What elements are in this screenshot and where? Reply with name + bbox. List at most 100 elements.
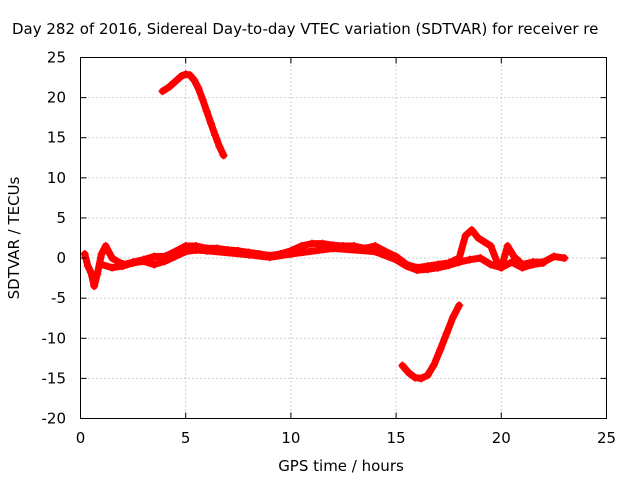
data-point <box>465 255 474 264</box>
y-tick-label: 0 <box>56 249 66 267</box>
data-point <box>181 70 190 79</box>
data-point <box>244 250 253 259</box>
data-point <box>455 258 464 267</box>
data-point <box>444 261 453 270</box>
data-point <box>80 250 89 259</box>
data-point <box>171 77 180 86</box>
data-point <box>177 71 186 80</box>
data-point <box>297 242 306 251</box>
data-point <box>87 268 96 277</box>
y-tick-label: -20 <box>42 410 67 428</box>
y-tick-label: -15 <box>42 369 67 387</box>
data-point <box>150 252 159 261</box>
data-point <box>158 87 167 96</box>
data-point <box>198 95 207 104</box>
series-line-lower-arc <box>398 301 463 382</box>
data-point <box>417 374 426 383</box>
data-point <box>108 254 117 263</box>
y-tick-label: 5 <box>56 209 66 227</box>
data-layer <box>80 70 569 383</box>
data-point <box>211 131 220 140</box>
data-point <box>480 238 489 247</box>
data-point <box>206 119 215 128</box>
data-point <box>448 313 457 322</box>
data-point <box>219 151 228 160</box>
data-point <box>423 265 432 274</box>
data-point <box>164 83 173 92</box>
data-point <box>101 242 110 251</box>
data-point <box>497 263 506 272</box>
data-point <box>83 262 92 271</box>
data-point <box>398 361 407 370</box>
data-point <box>442 329 451 338</box>
data-point <box>150 260 159 269</box>
data-point <box>423 371 432 380</box>
data-point <box>486 242 495 251</box>
data-point <box>185 71 194 80</box>
data-point <box>181 247 190 256</box>
data-point <box>190 75 199 84</box>
data-point <box>90 282 99 291</box>
data-point <box>413 266 422 275</box>
y-tick-label: 25 <box>47 49 66 67</box>
data-point <box>486 260 495 269</box>
data-point <box>202 107 211 116</box>
data-point <box>404 368 413 377</box>
y-tick-label: 10 <box>47 169 66 187</box>
x-tick-label: 5 <box>181 429 191 447</box>
data-point <box>411 373 420 382</box>
data-point <box>108 263 117 272</box>
data-point <box>192 246 201 255</box>
tick-layer: 0 5 10 15 20 25 -20 -15 -10 -5 0 5 10 15 20 25 <box>42 49 617 448</box>
data-point <box>476 254 485 263</box>
data-point <box>528 260 537 269</box>
data-point <box>434 263 443 272</box>
x-tick-label: 0 <box>76 429 86 447</box>
data-point <box>509 252 518 261</box>
data-point <box>429 360 438 369</box>
data-point <box>194 83 203 92</box>
data-point <box>118 262 127 271</box>
y-tick-label: -5 <box>51 289 66 307</box>
y-axis-label: SDTVAR / TECUs <box>5 176 23 299</box>
data-point <box>139 257 148 266</box>
grid-layer <box>80 57 607 419</box>
data-point <box>328 244 337 253</box>
data-point <box>467 225 476 234</box>
x-tick-label: 15 <box>387 429 406 447</box>
data-point <box>286 250 295 259</box>
x-axis-label: GPS time / hours <box>278 457 404 475</box>
data-point <box>392 255 401 264</box>
data-point <box>474 234 483 242</box>
data-point <box>171 252 180 261</box>
data-point <box>97 260 106 269</box>
data-point <box>402 262 411 271</box>
y-tick-label: 15 <box>47 129 66 147</box>
plot-frame <box>80 57 607 419</box>
data-point <box>549 252 558 261</box>
data-point <box>129 258 138 267</box>
data-point <box>97 250 106 259</box>
data-point <box>93 270 102 279</box>
data-point <box>507 258 516 267</box>
x-tick-label: 20 <box>492 429 511 447</box>
data-point <box>160 257 169 266</box>
data-point <box>202 246 211 255</box>
y-tick-label: 20 <box>47 89 66 107</box>
data-point <box>371 247 380 256</box>
data-point <box>539 258 548 267</box>
data-point <box>215 142 224 151</box>
x-tick-label: 10 <box>281 429 300 447</box>
data-point <box>436 345 445 354</box>
data-point <box>461 231 470 240</box>
data-point <box>503 242 512 251</box>
data-point <box>518 263 527 272</box>
data-point <box>455 301 464 310</box>
data-point <box>265 253 274 262</box>
chart-title: Day 282 of 2016, Sidereal Day-to-day VTE… <box>12 20 598 38</box>
x-tick-label: 25 <box>597 429 616 447</box>
data-point <box>560 254 569 263</box>
y-tick-label: -10 <box>42 329 67 347</box>
